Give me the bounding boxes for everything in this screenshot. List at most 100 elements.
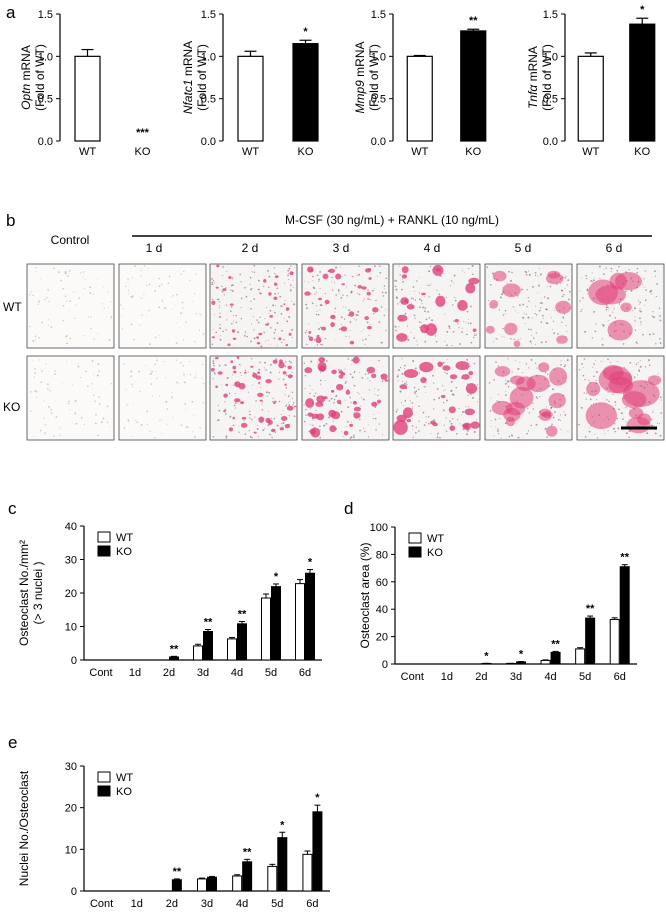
cell-speck	[131, 436, 133, 438]
cell-speck	[582, 297, 584, 299]
cell-speck	[244, 335, 246, 337]
osteoclast-stain	[425, 323, 437, 336]
osteoclast-stain	[401, 274, 407, 279]
cell-speck	[492, 341, 494, 343]
cell-speck	[340, 266, 342, 268]
cell-speck	[77, 363, 79, 365]
cell-speck	[54, 373, 56, 375]
cell-speck	[325, 423, 328, 425]
cell-speck	[139, 324, 141, 326]
cell-speck	[616, 360, 618, 363]
osteoclast-stain	[272, 359, 278, 364]
cell-speck	[80, 417, 83, 419]
cell-speck	[564, 364, 567, 366]
cell-speck	[395, 288, 398, 291]
cell-speck	[398, 326, 400, 328]
bar-wt-4d	[227, 638, 237, 661]
cell-speck	[293, 407, 295, 409]
cell-speck	[552, 416, 555, 419]
cell-speck	[561, 295, 564, 298]
legend-label: WT	[116, 532, 133, 544]
cell-speck	[357, 310, 360, 313]
cell-speck	[643, 286, 645, 288]
osteoclast-stain	[620, 302, 632, 313]
cell-speck	[564, 414, 567, 416]
cell-speck	[639, 317, 641, 320]
cell-speck	[340, 323, 342, 325]
cell-speck	[438, 397, 441, 399]
osteoclast-stain	[263, 279, 267, 283]
significance-mark: **	[173, 866, 182, 878]
cell-speck	[349, 374, 351, 375]
cell-speck	[315, 409, 317, 411]
cell-speck	[406, 383, 408, 385]
cell-speck	[367, 298, 369, 300]
cell-speck	[348, 336, 350, 338]
osteoclast-stain	[236, 356, 240, 359]
osteoclast-stain	[349, 423, 353, 427]
cell-speck	[472, 336, 475, 339]
cell-speck	[82, 276, 84, 278]
cell-speck	[285, 405, 287, 407]
cell-speck	[449, 285, 451, 287]
control-label: Control	[51, 233, 90, 247]
cell-speck	[535, 423, 538, 426]
cell-speck	[518, 338, 520, 340]
bar-wt	[74, 55, 101, 142]
cell-speck	[285, 361, 287, 363]
x-tick-label: Cont	[401, 671, 424, 683]
osteoclast-stain	[231, 329, 236, 333]
osteoclast-stain	[420, 377, 427, 384]
cell-speck	[213, 364, 215, 367]
cell-speck	[552, 320, 555, 322]
cell-speck	[182, 364, 185, 367]
osteoclast-stain	[287, 365, 292, 370]
cell-speck	[145, 284, 148, 287]
cell-speck	[399, 390, 402, 393]
cell-speck	[525, 313, 528, 316]
cell-speck	[467, 322, 470, 324]
cell-speck	[334, 307, 337, 310]
cell-speck	[74, 412, 77, 415]
osteoclast-stain	[492, 270, 507, 282]
cell-speck	[194, 293, 196, 295]
cell-speck	[344, 274, 346, 276]
osteoclast-stain	[406, 304, 415, 310]
cell-speck	[585, 393, 587, 395]
cell-speck	[333, 398, 336, 401]
cell-speck	[69, 409, 71, 411]
cell-speck	[377, 394, 379, 397]
osteoclast-stain	[282, 371, 287, 375]
cell-speck	[618, 265, 620, 268]
cell-speck	[292, 404, 294, 406]
osteoclast-stain	[216, 264, 220, 268]
cell-speck	[249, 417, 251, 419]
cell-speck	[108, 339, 111, 342]
cell-speck	[451, 393, 454, 396]
day-label-4: 4 d	[424, 241, 441, 255]
cell-speck	[595, 323, 597, 325]
cell-speck	[559, 419, 562, 422]
cell-speck	[651, 315, 654, 317]
cell-speck	[328, 416, 331, 419]
cell-speck	[586, 293, 588, 295]
cell-speck	[202, 333, 205, 335]
cell-speck	[318, 328, 320, 330]
cell-speck	[342, 294, 344, 296]
cell-speck	[48, 300, 50, 303]
cell-speck	[659, 337, 661, 340]
cell-speck	[212, 280, 215, 282]
cell-speck	[369, 380, 371, 382]
cell-speck	[353, 411, 355, 413]
osteoclast-stain	[250, 365, 254, 368]
y-tick-label: 20	[65, 803, 77, 815]
cell-speck	[458, 408, 460, 410]
cell-speck	[350, 421, 352, 423]
cell-speck	[345, 306, 346, 308]
cell-speck	[199, 427, 202, 429]
cell-speck	[275, 358, 278, 360]
cell-speck	[474, 333, 476, 335]
cell-speck	[161, 418, 163, 420]
cell-speck	[345, 335, 347, 337]
cell-speck	[532, 337, 535, 339]
